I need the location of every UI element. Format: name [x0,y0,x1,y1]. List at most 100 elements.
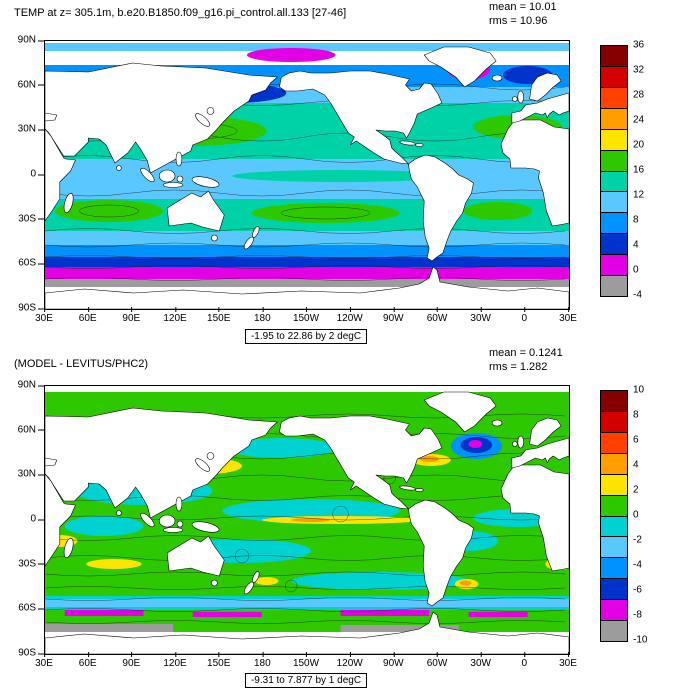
colorbar-label: 16 [633,164,645,176]
x-tick-label: 60W [426,652,448,669]
colorbar-label: 0 [633,264,639,276]
y-tick-label: 90N [2,35,44,46]
x-tick-label: 0 [521,652,528,669]
x-tick-label: 30W [470,307,491,324]
colorbar-swatch [601,254,627,276]
colorbar-label: -8 [633,609,642,621]
rms-label-top: rms = 10.96 [489,15,548,27]
colorbar-swatch [601,410,627,432]
x-tick-label: 120W [336,652,363,669]
colorbar-swatch [601,275,627,297]
x-tick-label: 30E [559,652,577,669]
colorbar-label: 6 [633,434,639,446]
x-tick-label: 30E [559,307,577,324]
y-tick-label: 0 [2,514,44,525]
y-tick-label: 60S [2,258,44,269]
x-tick-label: 120E [163,307,187,324]
y-tick-label: 30S [2,213,44,224]
colorbar-swatch [601,149,627,171]
colorbar-swatch [601,557,627,579]
colorbar-label: -6 [633,584,642,596]
y-tick-label: 90S [2,303,44,314]
colorbar-label: -10 [633,634,648,646]
x-tick-label: 90W [383,307,404,324]
contour-range-box-bottom: -9.31 to 7.877 by 1 degC [244,673,368,688]
temperature-map-canvas [45,41,569,309]
y-tick-label: 60N [2,424,44,435]
x-tick-label: 90W [383,652,404,669]
colorbar-label: 8 [633,214,639,226]
colorbar-label: -4 [633,289,642,301]
x-tick-label: 150E [207,652,231,669]
colorbar-swatch [601,107,627,129]
colorbar-swatch [601,212,627,234]
colorbar-label: 10 [633,384,645,396]
colorbar-swatch [601,473,627,495]
rms-label-bottom: rms = 1.282 [489,361,548,373]
x-tick-label: 150W [292,307,320,324]
x-tick-label: 120W [336,307,363,324]
panel-title-top: TEMP at z= 305.1m, b.e20.B1850.f09_g16.p… [14,7,347,19]
colorbar-label: 8 [633,409,639,421]
y-tick-label: 30S [2,558,44,569]
y-tick-label: 60N [2,79,44,90]
colorbar-label: 24 [633,114,645,126]
x-tick-label: 90E [122,652,141,669]
x-tick-label: 150E [207,307,231,324]
colorbar-label: 28 [633,89,645,101]
x-tick-label: 30E [35,307,53,324]
y-tick-label: 90S [2,648,44,659]
x-tick-label: 180 [253,652,271,669]
colorbar-swatch [601,431,627,453]
colorbar-label: -2 [633,534,642,546]
colorbar-swatch [601,536,627,558]
colorbar-top [600,45,628,297]
y-tick-label: 30N [2,469,44,480]
colorbar-label: 4 [633,459,639,471]
colorbar-label: 36 [633,39,645,51]
colorbar-label: 12 [633,189,645,201]
colorbar-swatch [601,191,627,213]
x-tick-label: 90E [122,307,141,324]
x-tick-label: 30W [470,652,491,669]
colorbar-swatch [601,620,627,642]
colorbar-swatch [601,494,627,516]
colorbar-swatch [601,170,627,192]
x-tick-label: 30E [35,652,53,669]
contour-range-box-top: -1.95 to 22.86 by 2 degC [244,329,368,344]
x-tick-label: 0 [521,307,528,324]
colorbar-swatch [601,86,627,108]
y-tick-label: 0 [2,169,44,180]
colorbar-label: 32 [633,64,645,76]
colorbar-swatch [601,46,627,66]
mean-label-bottom: mean = 0.1241 [489,347,563,359]
colorbar-swatch [601,391,627,411]
y-tick-label: 30N [2,124,44,135]
difference-map-canvas [45,386,569,654]
colorbar-label: 4 [633,239,639,251]
x-tick-label: 60E [78,307,97,324]
y-tick-label: 60S [2,603,44,614]
colorbar-label: -4 [633,559,642,571]
colorbar-swatch [601,515,627,537]
colorbar-swatch [601,578,627,600]
colorbar-label: 2 [633,484,639,496]
y-tick-label: 90N [2,380,44,391]
x-tick-label: 180 [253,307,271,324]
colorbar-label: 20 [633,139,645,151]
colorbar-swatch [601,65,627,87]
x-tick-label: 60E [78,652,97,669]
panel-title-bottom: (MODEL - LEVITUS/PHC2) [14,358,149,370]
map-bottom [44,385,570,655]
colorbar-swatch [601,452,627,474]
x-tick-label: 60W [426,307,448,324]
colorbar-bottom [600,390,628,642]
x-tick-label: 150W [292,652,320,669]
colorbar-swatch [601,128,627,150]
x-tick-label: 120E [163,652,187,669]
colorbar-swatch [601,599,627,621]
colorbar-swatch [601,233,627,255]
colorbar-label: 0 [633,509,639,521]
mean-label-top: mean = 10.01 [489,1,557,13]
